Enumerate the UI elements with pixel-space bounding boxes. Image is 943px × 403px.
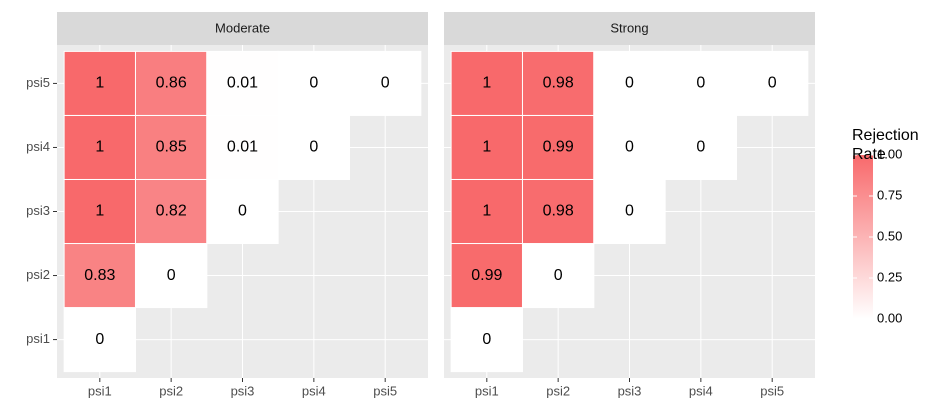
colorbar-label: 0.00 bbox=[877, 310, 902, 325]
tile-label: 0 bbox=[309, 139, 318, 156]
tile bbox=[664, 114, 738, 180]
tile-label: 1 bbox=[482, 203, 491, 220]
colorbar-label: 1.00 bbox=[877, 146, 902, 161]
tile-label: 0.01 bbox=[227, 139, 258, 156]
tile-label: 1 bbox=[95, 75, 104, 92]
tile-label: 0 bbox=[625, 75, 634, 92]
tile-label: 0 bbox=[768, 75, 777, 92]
tile bbox=[521, 243, 595, 309]
tile bbox=[134, 50, 208, 116]
tile-label: 0 bbox=[696, 139, 705, 156]
tile bbox=[736, 50, 809, 116]
tile bbox=[593, 178, 666, 245]
tile bbox=[206, 178, 279, 245]
x-tick-label: psi5 bbox=[760, 383, 784, 398]
tile bbox=[277, 114, 351, 180]
tile-label: 0 bbox=[381, 75, 390, 92]
tile bbox=[63, 114, 136, 180]
tile bbox=[593, 50, 666, 116]
tile bbox=[63, 243, 136, 309]
tile-label: 0.85 bbox=[156, 139, 187, 156]
tile-label: 0 bbox=[238, 203, 247, 220]
tile bbox=[450, 243, 523, 309]
tile-label: 0 bbox=[696, 75, 705, 92]
x-tick-label: psi3 bbox=[618, 383, 642, 398]
y-tick-label: psi4 bbox=[26, 139, 50, 154]
tile-label: 0.83 bbox=[84, 267, 115, 284]
tile-label: 0.98 bbox=[543, 75, 574, 92]
tile bbox=[134, 243, 208, 309]
strip bbox=[444, 12, 815, 45]
y-tick-label: psi2 bbox=[26, 267, 50, 282]
facet-title: Moderate bbox=[215, 20, 270, 35]
colorbar-label: 0.50 bbox=[877, 228, 902, 243]
tile-label: 0 bbox=[625, 139, 634, 156]
colorbar-label: 0.75 bbox=[877, 187, 902, 202]
x-tick-label: psi4 bbox=[689, 383, 713, 398]
tile-label: 1 bbox=[482, 75, 491, 92]
tile-label: 0.99 bbox=[471, 267, 502, 284]
tile-label: 0.86 bbox=[156, 75, 187, 92]
tile-label: 0 bbox=[482, 331, 491, 348]
tile-label: 1 bbox=[482, 139, 491, 156]
x-tick-label: psi5 bbox=[373, 383, 397, 398]
tile bbox=[63, 307, 136, 373]
legend-title: Rejection Rate bbox=[852, 127, 919, 163]
tile bbox=[450, 178, 523, 245]
x-tick-label: psi2 bbox=[159, 383, 183, 398]
tile-label: 0 bbox=[625, 203, 634, 220]
tile-label: 0 bbox=[167, 267, 176, 284]
tile bbox=[664, 50, 738, 116]
x-tick-label: psi2 bbox=[546, 383, 570, 398]
tile-label: 0 bbox=[554, 267, 563, 284]
x-tick-label: psi1 bbox=[88, 383, 112, 398]
tile-label: 1 bbox=[95, 139, 104, 156]
tile bbox=[593, 114, 666, 180]
strip bbox=[57, 12, 428, 45]
tile-label: 1 bbox=[95, 203, 104, 220]
y-tick-label: psi3 bbox=[26, 203, 50, 218]
x-tick-label: psi3 bbox=[231, 383, 255, 398]
tile bbox=[349, 50, 422, 116]
colorbar-label: 0.25 bbox=[877, 269, 902, 284]
tile-label: 0.01 bbox=[227, 75, 258, 92]
tile-label: 0 bbox=[309, 75, 318, 92]
colorbar bbox=[853, 155, 873, 319]
tile-label: 0.98 bbox=[543, 203, 574, 220]
tile bbox=[277, 50, 351, 116]
y-tick-label: psi1 bbox=[26, 331, 50, 346]
tile bbox=[63, 178, 136, 245]
facet-title: Strong bbox=[610, 20, 648, 35]
tile bbox=[450, 307, 523, 373]
tile bbox=[63, 50, 136, 116]
tile bbox=[450, 50, 523, 116]
tile-label: 0 bbox=[95, 331, 104, 348]
tile bbox=[521, 178, 595, 245]
y-tick-label: psi5 bbox=[26, 75, 50, 90]
x-tick-label: psi4 bbox=[302, 383, 326, 398]
x-tick-label: psi1 bbox=[475, 383, 499, 398]
tile-label: 0.99 bbox=[543, 139, 574, 156]
tile bbox=[206, 50, 279, 116]
tile-label: 0.82 bbox=[156, 203, 187, 220]
